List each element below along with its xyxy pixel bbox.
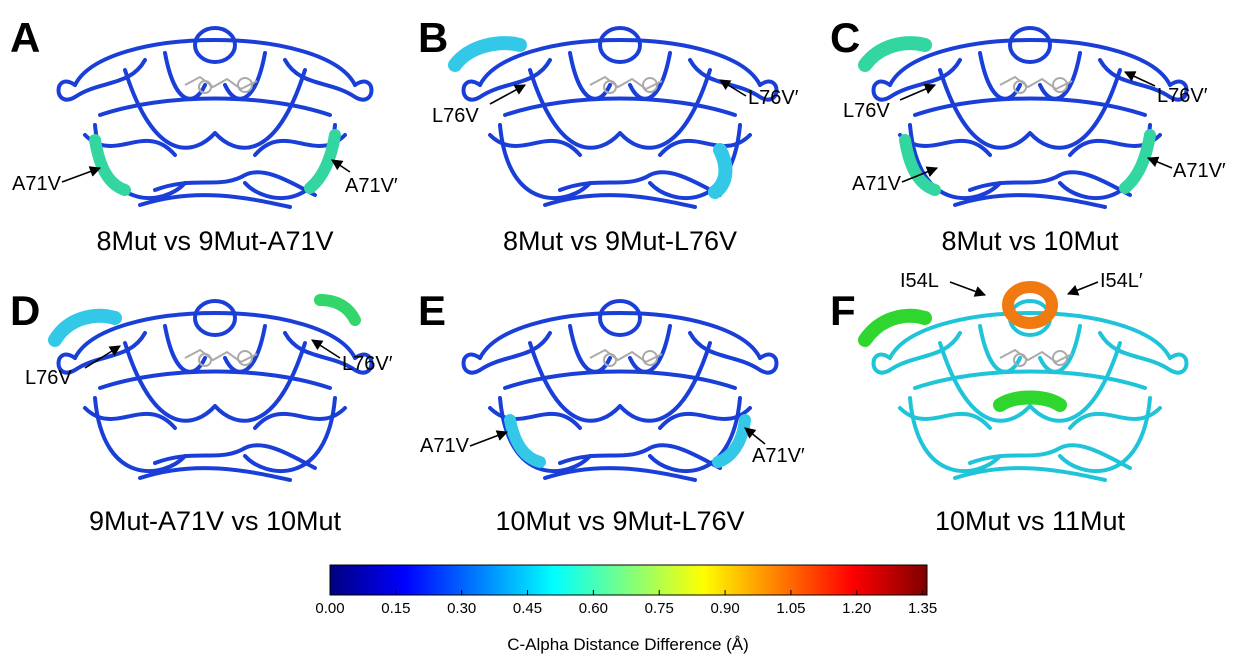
arrow	[1066, 281, 1099, 296]
panel-letter: D	[10, 287, 40, 334]
panel: C 8Mut vs 10Mut L76V L76V′ A71V A71V′	[830, 14, 1226, 256]
panel-caption: 8Mut vs 9Mut-A71V	[96, 226, 333, 256]
panel-caption: 8Mut vs 10Mut	[941, 226, 1119, 256]
annotation: A71V	[12, 173, 62, 195]
panel-letter: A	[10, 14, 40, 61]
annotation: A71V′	[752, 445, 805, 467]
highlight	[304, 129, 341, 194]
colorbar-label: C-Alpha Distance Difference (Å)	[507, 635, 749, 654]
panel-caption: 10Mut vs 11Mut	[935, 506, 1126, 536]
panel-letter: B	[418, 14, 448, 61]
panel: D 9Mut-A71V vs 10Mut L76V L76V′	[10, 287, 393, 536]
highlight	[48, 308, 122, 347]
panel-caption: 9Mut-A71V vs 10Mut	[89, 506, 342, 536]
arrow	[1146, 156, 1173, 169]
highlight	[314, 294, 361, 326]
highlight	[504, 414, 546, 468]
tick-label: 0.90	[710, 600, 739, 617]
annotation: A71V′	[345, 175, 398, 197]
arrow	[311, 339, 341, 359]
highlight	[858, 308, 932, 347]
arrow	[901, 166, 939, 183]
tick-label: 1.05	[776, 600, 805, 617]
annotation: L76V′	[748, 87, 799, 109]
highlight	[858, 36, 932, 72]
annotation: A71V	[420, 435, 470, 457]
arrow	[61, 166, 102, 183]
tick-label: 0.30	[447, 600, 476, 617]
tick-label: 0.00	[315, 600, 344, 617]
panel: F 10Mut vs 11Mut I54L I54L′	[830, 270, 1189, 536]
annotation: L76V	[432, 105, 479, 127]
highlight	[448, 36, 527, 72]
panel-caption: 8Mut vs 9Mut-L76V	[503, 226, 737, 256]
annotation: L76V	[25, 367, 72, 389]
highlight	[899, 134, 941, 196]
arrow	[719, 79, 747, 97]
protein-render	[56, 299, 374, 482]
annotation: L76V	[843, 100, 890, 122]
arrow	[469, 430, 509, 447]
panel: E 10Mut vs 9Mut-L76V A71V A71V′	[418, 287, 805, 536]
annotation: I54L′	[1100, 270, 1143, 292]
tick-label: 0.45	[513, 600, 542, 617]
panel-letter: F	[830, 287, 856, 334]
highlight	[712, 414, 751, 468]
panel: B 8Mut vs 9Mut-L76V L76V L76V′	[418, 14, 799, 256]
arrow	[744, 427, 766, 445]
highlight	[1002, 281, 1058, 329]
annotation: L76V′	[342, 353, 393, 375]
annotation: L76V′	[1157, 85, 1208, 107]
arrow	[949, 281, 987, 297]
highlight	[1119, 129, 1156, 194]
highlight	[89, 134, 131, 196]
arrow	[84, 345, 121, 369]
panel-caption: 10Mut vs 9Mut-L76V	[495, 506, 744, 536]
tick-label: 0.75	[645, 600, 674, 617]
highlight	[993, 390, 1067, 412]
annotation: I54L	[900, 270, 939, 292]
annotation: A71V	[852, 173, 902, 195]
colorbar-gradient	[329, 564, 928, 596]
tick-label: 1.20	[842, 600, 871, 617]
annotation: A71V′	[1173, 160, 1226, 182]
highlight	[708, 143, 733, 199]
arrow	[1123, 71, 1156, 87]
panel: A 8Mut vs 9Mut-A71V A71V A71V′	[10, 14, 398, 256]
arrow	[489, 84, 526, 105]
arrow	[331, 159, 351, 173]
tick-label: 0.15	[381, 600, 410, 617]
colorbar: C-Alpha Distance Difference (Å) 0.00 0.15…	[315, 564, 937, 654]
panel-letter: C	[830, 14, 860, 61]
panel-letter: E	[418, 287, 446, 334]
arrow	[899, 83, 937, 101]
tick-label: 1.35	[908, 600, 937, 617]
tick-label: 0.60	[579, 600, 608, 617]
